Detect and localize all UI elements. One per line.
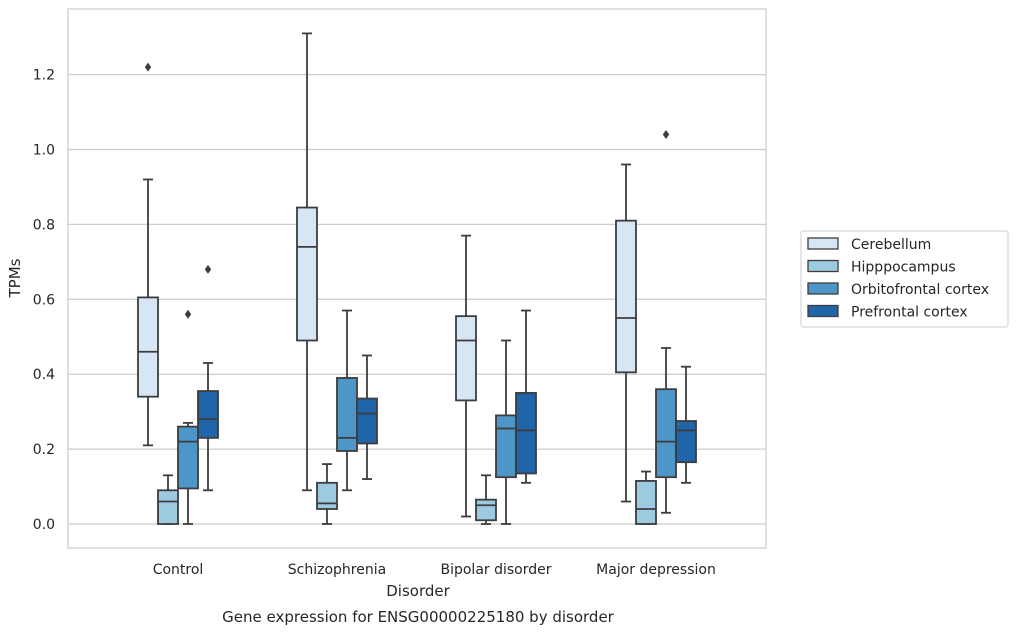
- x-tick-label: Control: [153, 562, 204, 578]
- box-iqr: [475, 498, 497, 522]
- outlier-point: [204, 264, 212, 274]
- legend-label: Cerebellum: [851, 237, 931, 253]
- box-2-2: [495, 339, 517, 525]
- legend-label: Hipppocampus: [851, 260, 956, 276]
- legend-label: Prefrontal cortex: [851, 305, 968, 321]
- outlier-point: [184, 309, 192, 319]
- outlier-point: [662, 130, 670, 140]
- y-tick-label: 0.2: [33, 442, 55, 458]
- y-tick-label: 0.0: [33, 517, 55, 533]
- legend-swatch: [807, 237, 839, 250]
- legend-label: Orbitofrontal cortex: [851, 282, 989, 298]
- box-iqr: [615, 219, 637, 374]
- y-tick-labels: 0.0 0.2 0.4 0.6 0.8 1.0 1.2: [33, 68, 55, 533]
- y-tick-label: 1.0: [33, 143, 55, 159]
- box-2-3: [515, 309, 537, 484]
- box-0-0: [137, 62, 159, 447]
- box-iqr: [635, 480, 657, 525]
- x-axis-label: Disorder: [386, 582, 450, 600]
- box-0-3: [197, 264, 219, 492]
- box-1-1: [316, 463, 338, 525]
- box-iqr: [655, 388, 677, 479]
- box-3-1: [635, 470, 657, 525]
- y-tick-label: 1.2: [33, 68, 55, 84]
- plot-frame: [67, 8, 767, 549]
- box-iqr: [455, 315, 477, 402]
- box-iqr: [296, 206, 318, 342]
- box-iqr: [316, 481, 338, 510]
- box-iqr: [157, 489, 179, 525]
- box-iqr: [177, 425, 199, 490]
- box-iqr: [495, 414, 517, 479]
- y-tick-label: 0.6: [33, 292, 55, 308]
- box-3-2: [655, 130, 677, 514]
- box-iqr: [515, 392, 537, 475]
- y-axis-label: TPMs: [6, 258, 24, 298]
- outlier-point: [144, 62, 152, 72]
- x-tick-labels: Control Schizophrenia Bipolar disorder Majo…: [153, 562, 716, 578]
- box-0-2: [177, 309, 199, 525]
- x-tick-label: Major depression: [596, 562, 716, 578]
- x-tick-label: Bipolar disorder: [440, 562, 551, 578]
- box-iqr: [137, 296, 159, 398]
- legend-frame: [800, 230, 1009, 328]
- box-3-0: [615, 163, 637, 503]
- box-iqr: [197, 390, 219, 439]
- legend-swatch: [807, 304, 839, 318]
- y-tick-label: 0.8: [33, 217, 55, 233]
- box-1-2: [336, 309, 358, 492]
- legend: Cerebellum Hipppocampus Orbitofrontal cort…: [800, 230, 1009, 328]
- box-2-1: [475, 474, 497, 525]
- y-tick-label: 0.4: [33, 367, 55, 383]
- box-1-0: [296, 32, 318, 492]
- box-2-0: [455, 234, 477, 518]
- box-0-1: [157, 474, 179, 525]
- box-plot-marks: [137, 32, 697, 525]
- box-iqr: [675, 420, 697, 464]
- legend-swatch: [807, 259, 839, 273]
- legend-swatch: [807, 282, 839, 295]
- chart-caption: Gene expression for ENSG00000225180 by d…: [222, 608, 615, 626]
- box-1-3: [356, 354, 378, 480]
- box-iqr: [336, 377, 358, 452]
- box-iqr: [356, 397, 378, 445]
- x-tick-label: Schizophrenia: [288, 562, 386, 578]
- box-3-3: [675, 365, 697, 484]
